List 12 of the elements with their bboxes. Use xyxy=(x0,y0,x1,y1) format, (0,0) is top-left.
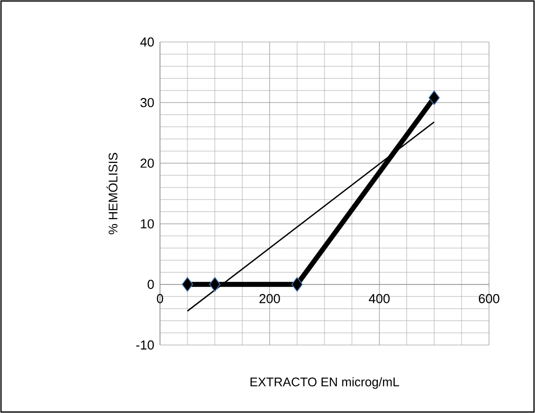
x-axis-title: EXTRACTO EN microg/mL xyxy=(250,377,400,389)
x-tick-label: 200 xyxy=(260,294,280,304)
y-tick-label: -10 xyxy=(136,340,154,350)
x-tick-label: 400 xyxy=(368,294,390,304)
y-tick-label: 10 xyxy=(140,219,154,228)
y-tick-label: 20 xyxy=(140,158,154,168)
y-tick-label: 40 xyxy=(140,37,154,47)
y-axis-title: % HEMÓLISIS xyxy=(106,152,118,234)
x-tick-label: 600 xyxy=(478,294,500,304)
y-tick-label: 30 xyxy=(140,98,154,108)
y-tick-label: 0 xyxy=(148,280,154,289)
x-tick-label: 0 xyxy=(156,294,164,304)
